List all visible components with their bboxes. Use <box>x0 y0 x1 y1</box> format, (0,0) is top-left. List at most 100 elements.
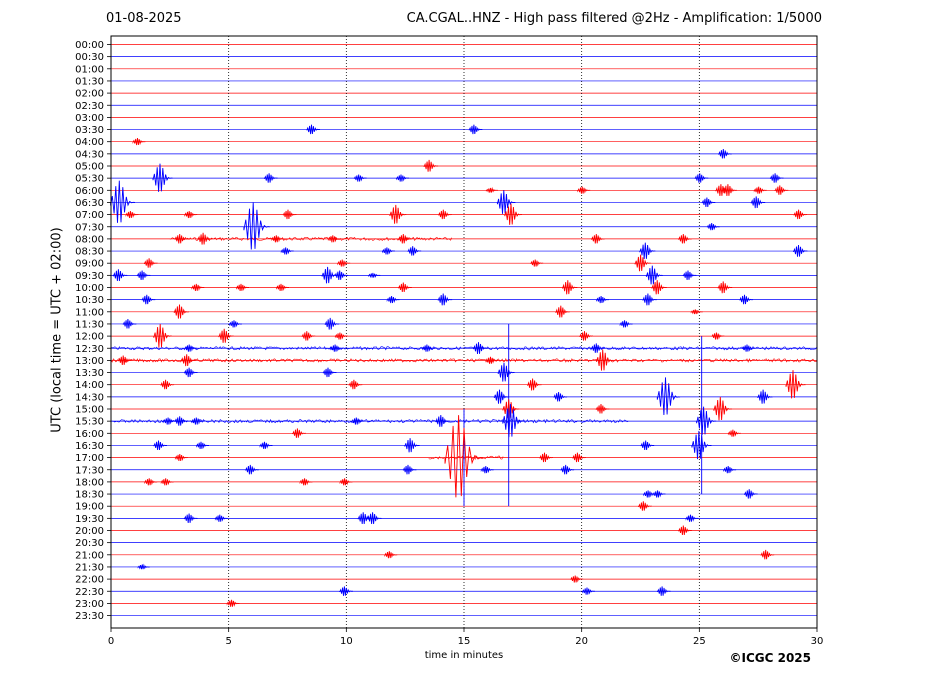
y-tick-label: 15:30 <box>75 417 104 428</box>
seismic-event <box>243 202 270 250</box>
seismic-event <box>652 490 666 498</box>
seismic-event <box>407 246 422 256</box>
y-tick-label: 18:30 <box>75 490 104 501</box>
seismic-event <box>793 209 808 220</box>
seismic-event <box>437 293 453 306</box>
seismic-event <box>122 319 137 329</box>
seismic-event <box>306 124 321 135</box>
seismic-event <box>152 163 173 192</box>
seismic-event <box>301 331 316 341</box>
seismic-event <box>485 186 498 193</box>
y-tick-label: 05:00 <box>75 162 104 173</box>
seismic-event <box>214 514 228 522</box>
seismic-event <box>527 378 542 391</box>
plot-frame <box>110 35 818 629</box>
seismic-event <box>651 280 667 295</box>
y-tick-label: 10:30 <box>75 295 104 306</box>
seismic-event <box>582 587 595 595</box>
y-tick-label: 16:00 <box>75 429 104 440</box>
seismic-event <box>639 242 656 260</box>
y-tick-label: 04:00 <box>75 137 104 148</box>
seismic-event <box>717 281 733 294</box>
seismic-event <box>753 186 767 194</box>
y-tick-label: 19:30 <box>75 514 104 525</box>
y-tick-label: 00:00 <box>75 40 104 51</box>
seismic-event <box>723 466 737 474</box>
y-tick-label: 04:30 <box>75 149 104 160</box>
seismic-event <box>438 209 452 220</box>
seismic-event <box>160 478 174 486</box>
y-tick-label: 12:00 <box>75 332 104 343</box>
seismic-event <box>174 416 189 426</box>
seismic-event <box>572 452 586 463</box>
seismic-event <box>327 235 341 243</box>
seismic-event <box>579 331 593 341</box>
seismic-event <box>596 295 610 304</box>
seismic-event <box>713 396 732 421</box>
seismic-event <box>218 328 234 343</box>
seismic-event <box>118 355 132 365</box>
seismic-event <box>530 259 544 267</box>
y-tick-label: 03:30 <box>75 125 104 136</box>
seismic-event <box>110 180 136 223</box>
seismic-event <box>191 283 205 291</box>
seismic-event <box>389 204 407 224</box>
seismic-event <box>144 478 158 486</box>
y-tick-label: 22:00 <box>75 575 104 586</box>
y-tick-label: 00:30 <box>75 52 104 63</box>
seismic-event <box>153 323 172 348</box>
seismic-event <box>422 344 435 352</box>
seismic-event <box>137 563 150 570</box>
y-tick-label: 07:00 <box>75 210 104 221</box>
seismic-event <box>706 223 720 231</box>
seismic-event <box>727 429 741 437</box>
seismic-event <box>701 197 716 208</box>
seismic-event <box>183 367 198 378</box>
seismic-event <box>685 514 699 522</box>
seismic-event <box>396 174 410 182</box>
y-tick-label: 17:30 <box>75 465 104 476</box>
y-tick-label: 22:30 <box>75 587 104 598</box>
seismic-event <box>591 343 605 353</box>
y-tick-label: 20:00 <box>75 526 104 537</box>
seismic-event <box>386 295 400 304</box>
seismic-event <box>444 415 484 498</box>
seismic-event <box>337 259 351 267</box>
x-axis-ticks: 0 5 10 15 20 25 30 <box>108 628 823 647</box>
y-tick-label: 21:00 <box>75 550 104 561</box>
seismic-event <box>339 586 353 596</box>
x-tick-label: 25 <box>693 636 706 647</box>
seismic-event <box>276 283 289 291</box>
y-tick-label: 12:30 <box>75 344 104 355</box>
y-tick-label: 01:00 <box>75 64 104 75</box>
x-tick-label: 10 <box>340 636 353 647</box>
y-tick-label: 13:30 <box>75 368 104 379</box>
seismic-event <box>173 304 189 319</box>
seismic-event <box>271 235 285 243</box>
y-tick-label: 07:30 <box>75 222 104 233</box>
y-tick-label: 21:30 <box>75 562 104 573</box>
seismic-event <box>750 196 766 209</box>
seismic-event <box>560 464 575 475</box>
seismic-event <box>691 430 712 460</box>
seismic-event <box>711 332 725 340</box>
x-tick-label: 20 <box>575 636 588 647</box>
seismic-event <box>562 280 578 295</box>
y-tick-label: 14:00 <box>75 380 104 391</box>
seismic-event <box>404 438 420 453</box>
seismic-event <box>645 265 663 285</box>
seismic-event <box>259 441 273 449</box>
seismic-event <box>339 478 353 486</box>
seismic-event <box>640 440 655 451</box>
y-tick-label: 02:00 <box>75 89 104 100</box>
seismic-event <box>299 478 313 486</box>
seismic-event <box>577 186 591 194</box>
seismic-event <box>321 266 338 284</box>
seismic-event <box>555 305 570 318</box>
seismic-event <box>769 173 784 183</box>
seismic-event <box>682 270 697 280</box>
seismic-event <box>351 417 365 425</box>
seismic-event <box>744 489 758 499</box>
y-tick-label: 02:30 <box>75 101 104 112</box>
